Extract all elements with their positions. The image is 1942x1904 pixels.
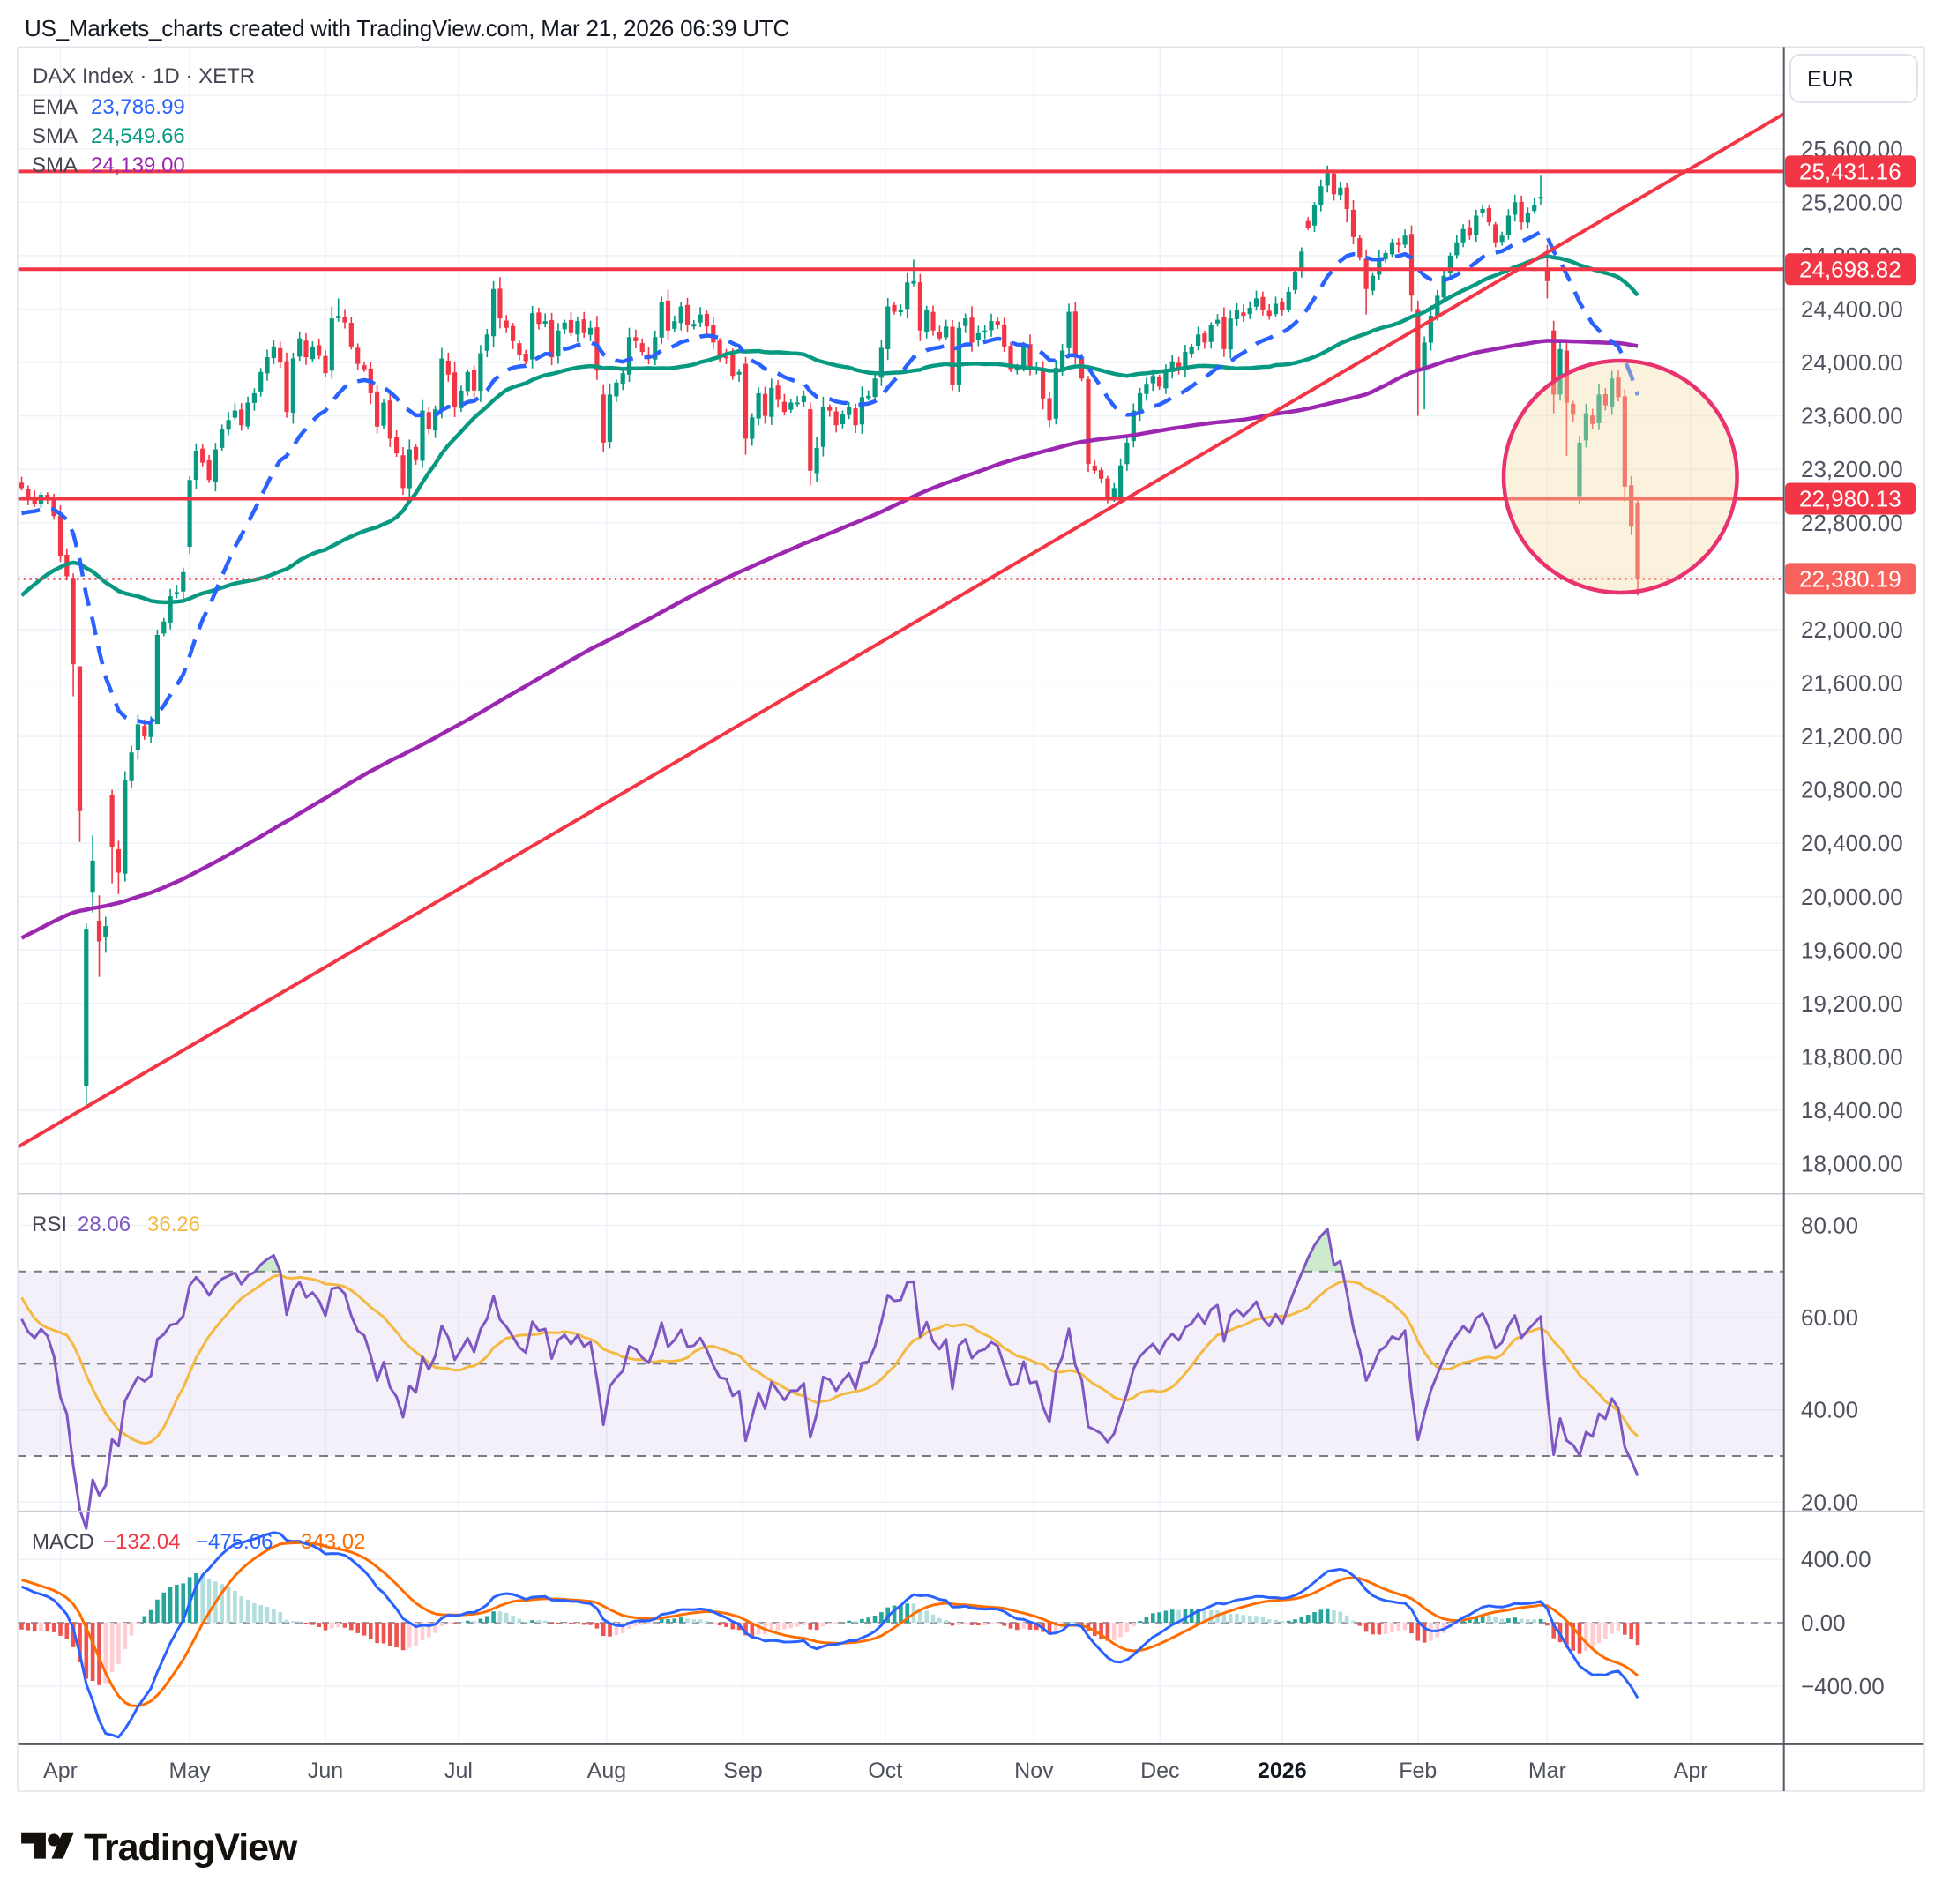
svg-text:25,200.00: 25,200.00 bbox=[1801, 189, 1903, 215]
svg-text:18,400.00: 18,400.00 bbox=[1801, 1097, 1903, 1124]
svg-text:−132.04: −132.04 bbox=[103, 1530, 180, 1554]
svg-text:May: May bbox=[168, 1758, 211, 1783]
svg-text:23,600.00: 23,600.00 bbox=[1801, 403, 1903, 429]
svg-text:Feb: Feb bbox=[1399, 1758, 1437, 1783]
svg-text:Mar: Mar bbox=[1528, 1758, 1566, 1783]
svg-text:20,400.00: 20,400.00 bbox=[1801, 830, 1903, 856]
svg-text:18,800.00: 18,800.00 bbox=[1801, 1044, 1903, 1071]
svg-text:Apr: Apr bbox=[43, 1758, 78, 1783]
svg-text:40.00: 40.00 bbox=[1801, 1397, 1858, 1423]
svg-text:TradingView: TradingView bbox=[84, 1826, 298, 1869]
svg-text:18,000.00: 18,000.00 bbox=[1801, 1151, 1903, 1177]
svg-text:Jul: Jul bbox=[444, 1758, 473, 1783]
svg-text:25,431.16: 25,431.16 bbox=[1799, 158, 1901, 184]
svg-text:RSI: RSI bbox=[32, 1213, 67, 1236]
svg-text:Dec: Dec bbox=[1140, 1758, 1179, 1783]
svg-text:Apr: Apr bbox=[1674, 1758, 1708, 1783]
svg-text:19,200.00: 19,200.00 bbox=[1801, 990, 1903, 1017]
svg-text:80.00: 80.00 bbox=[1801, 1213, 1858, 1239]
svg-text:EMA: EMA bbox=[32, 95, 78, 119]
svg-text:20.00: 20.00 bbox=[1801, 1489, 1858, 1515]
svg-text:0.00: 0.00 bbox=[1801, 1609, 1846, 1636]
svg-text:36.26: 36.26 bbox=[147, 1213, 200, 1236]
svg-text:22,980.13: 22,980.13 bbox=[1799, 486, 1901, 512]
svg-text:400.00: 400.00 bbox=[1801, 1546, 1871, 1572]
svg-text:20,800.00: 20,800.00 bbox=[1801, 777, 1903, 803]
svg-text:Oct: Oct bbox=[868, 1758, 902, 1783]
svg-text:24,400.00: 24,400.00 bbox=[1801, 296, 1903, 323]
svg-text:60.00: 60.00 bbox=[1801, 1304, 1858, 1331]
svg-text:24,000.00: 24,000.00 bbox=[1801, 349, 1903, 376]
svg-text:22,000.00: 22,000.00 bbox=[1801, 616, 1903, 643]
svg-text:Jun: Jun bbox=[308, 1758, 343, 1783]
svg-text:21,200.00: 21,200.00 bbox=[1801, 723, 1903, 750]
svg-text:21,600.00: 21,600.00 bbox=[1801, 670, 1903, 697]
svg-text:−343.02: −343.02 bbox=[288, 1530, 365, 1554]
svg-text:MACD: MACD bbox=[32, 1530, 94, 1554]
svg-text:SMA: SMA bbox=[32, 153, 78, 177]
svg-text:EUR: EUR bbox=[1807, 67, 1854, 92]
svg-text:24,698.82: 24,698.82 bbox=[1799, 256, 1901, 282]
svg-text:Nov: Nov bbox=[1014, 1758, 1054, 1783]
svg-text:2026: 2026 bbox=[1258, 1758, 1307, 1783]
svg-text:DAX Index · 1D · XETR: DAX Index · 1D · XETR bbox=[33, 64, 255, 88]
svg-text:22,380.19: 22,380.19 bbox=[1799, 565, 1901, 592]
svg-text:Aug: Aug bbox=[587, 1758, 626, 1783]
svg-text:19,600.00: 19,600.00 bbox=[1801, 937, 1903, 963]
svg-text:20,000.00: 20,000.00 bbox=[1801, 884, 1903, 910]
svg-text:24,139.00: 24,139.00 bbox=[91, 153, 185, 177]
svg-text:28.06: 28.06 bbox=[78, 1213, 131, 1236]
svg-text:−400.00: −400.00 bbox=[1801, 1673, 1885, 1699]
svg-text:23,200.00: 23,200.00 bbox=[1801, 456, 1903, 482]
svg-text:−475.06: −475.06 bbox=[196, 1530, 273, 1554]
svg-text:US_Markets_charts created with: US_Markets_charts created with TradingVi… bbox=[25, 15, 789, 41]
svg-text:SMA: SMA bbox=[32, 124, 78, 148]
svg-text:23,786.99: 23,786.99 bbox=[91, 95, 185, 119]
svg-text:Sep: Sep bbox=[723, 1758, 762, 1783]
svg-text:24,549.66: 24,549.66 bbox=[91, 124, 185, 148]
